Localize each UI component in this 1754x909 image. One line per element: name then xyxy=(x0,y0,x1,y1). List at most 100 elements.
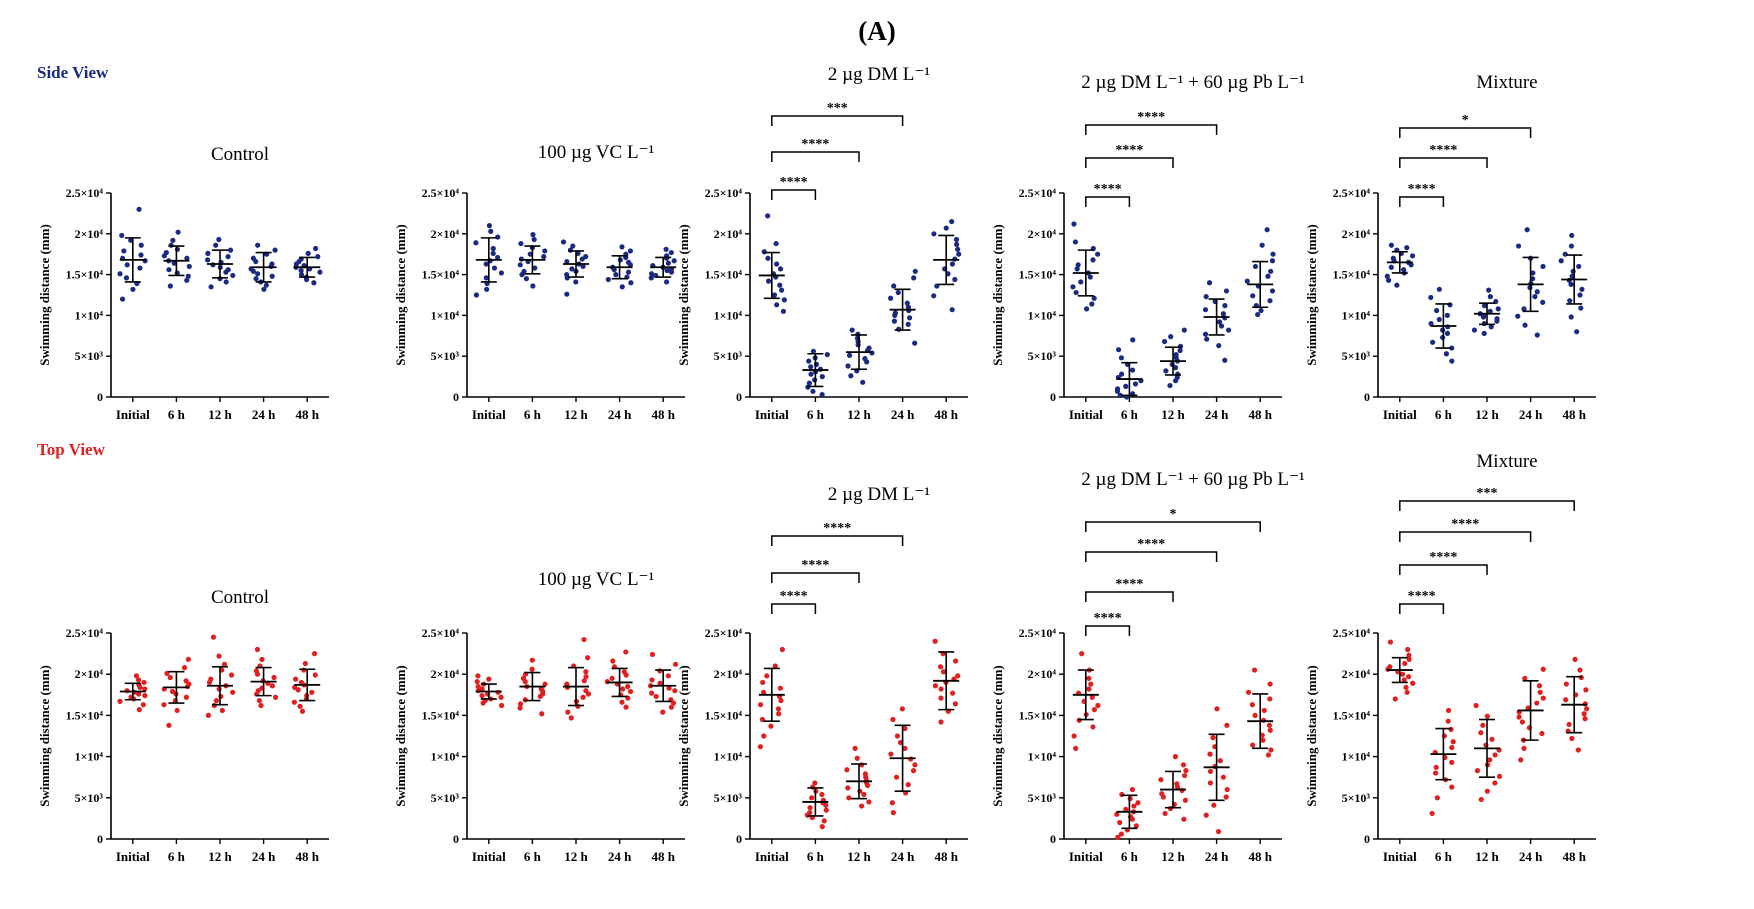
data-point xyxy=(183,694,190,700)
y-tick-label: 2×10⁴ xyxy=(1342,667,1371,681)
x-tick-label: 24 h xyxy=(1519,407,1543,422)
x-tick-label: 24 h xyxy=(608,849,632,864)
data-point xyxy=(1203,294,1209,300)
data-point xyxy=(1202,307,1209,313)
data-point xyxy=(1429,810,1435,817)
data-point xyxy=(1250,293,1256,299)
data-point xyxy=(938,719,944,725)
data-point xyxy=(138,242,144,248)
data-point xyxy=(1222,357,1228,363)
data-point xyxy=(1267,681,1273,687)
significance-label: **** xyxy=(801,137,829,152)
data-point xyxy=(581,636,587,643)
data-point xyxy=(623,672,629,678)
x-tick-label: 12 h xyxy=(208,407,232,422)
data-point xyxy=(539,711,545,717)
y-tick-label: 5×10³ xyxy=(714,349,743,363)
data-point xyxy=(1473,702,1479,709)
data-point xyxy=(1217,758,1223,764)
data-point xyxy=(1484,713,1490,719)
data-point xyxy=(295,687,301,693)
data-point xyxy=(1495,306,1501,312)
data-point xyxy=(1215,828,1222,835)
y-tick-label: 1.5×10⁴ xyxy=(66,708,104,722)
y-axis-label: Swimming distance (mm) xyxy=(676,224,691,366)
x-tick-label: 12 h xyxy=(208,849,232,864)
data-point xyxy=(140,702,146,708)
data-point xyxy=(1114,811,1120,817)
data-point xyxy=(1115,834,1121,840)
data-point xyxy=(1447,302,1453,308)
y-tick-label: 1.5×10⁴ xyxy=(705,268,743,282)
data-point xyxy=(1163,368,1169,374)
data-point xyxy=(1180,762,1187,768)
data-point xyxy=(931,231,937,237)
data-point xyxy=(1480,314,1487,320)
chart-title: 100 µg VC L⁻¹ xyxy=(538,569,655,590)
y-tick-label: 1.5×10⁴ xyxy=(66,268,104,282)
x-tick-label: Initial xyxy=(1383,849,1417,864)
data-point xyxy=(1430,339,1436,345)
data-point xyxy=(259,656,265,662)
data-point xyxy=(527,251,533,257)
data-point xyxy=(124,262,130,268)
data-point xyxy=(1540,299,1546,305)
data-point xyxy=(119,232,125,239)
data-point xyxy=(1481,330,1487,336)
data-point xyxy=(627,248,634,254)
data-point xyxy=(1089,301,1095,307)
data-point xyxy=(1574,329,1580,335)
y-tick-label: 1×10⁴ xyxy=(1028,308,1057,322)
data-point xyxy=(223,269,229,275)
data-point xyxy=(810,784,816,790)
data-point xyxy=(1401,677,1407,683)
significance-label: **** xyxy=(1115,143,1143,158)
data-point xyxy=(1405,646,1411,653)
y-tick-label: 2×10⁴ xyxy=(1342,227,1371,241)
data-point xyxy=(932,638,938,644)
data-point xyxy=(852,745,858,751)
data-point xyxy=(1267,727,1273,733)
data-point xyxy=(272,247,278,253)
data-point xyxy=(1563,697,1569,703)
data-point xyxy=(483,275,489,281)
data-point xyxy=(949,218,955,225)
x-tick-label: 6 h xyxy=(807,407,825,422)
data-point xyxy=(1572,656,1578,662)
data-point xyxy=(781,297,787,303)
significance-bracket xyxy=(771,151,860,162)
data-point xyxy=(135,677,142,683)
data-point xyxy=(628,280,634,286)
data-point xyxy=(253,276,259,282)
data-point xyxy=(1579,286,1585,292)
data-point xyxy=(204,257,211,263)
data-point xyxy=(298,267,304,274)
data-point xyxy=(216,236,222,243)
data-point xyxy=(225,254,231,260)
data-point xyxy=(620,686,626,692)
data-point xyxy=(1405,674,1412,680)
data-point xyxy=(537,693,543,700)
data-point xyxy=(161,253,167,259)
x-tick-label: Initial xyxy=(472,849,506,864)
x-tick-label: 48 h xyxy=(651,849,675,864)
data-point xyxy=(1518,757,1524,763)
data-point xyxy=(819,791,825,798)
x-tick-label: 24 h xyxy=(1205,407,1229,422)
panel-label: (A) xyxy=(858,16,896,46)
data-point xyxy=(532,265,538,271)
data-point xyxy=(1582,716,1588,722)
data-point xyxy=(955,246,961,252)
y-tick-label: 1×10⁴ xyxy=(431,750,460,764)
data-point xyxy=(757,744,763,750)
data-point xyxy=(181,665,188,671)
data-point xyxy=(1581,711,1587,717)
data-point xyxy=(1207,768,1214,775)
data-point xyxy=(1539,730,1545,737)
x-tick-label: 24 h xyxy=(608,407,632,422)
significance-bracket xyxy=(1399,564,1488,575)
y-tick-label: 2×10⁴ xyxy=(75,227,104,241)
data-point xyxy=(219,707,225,714)
x-tick-label: 12 h xyxy=(1161,407,1185,422)
y-tick-label: 2.5×10⁴ xyxy=(66,186,104,200)
